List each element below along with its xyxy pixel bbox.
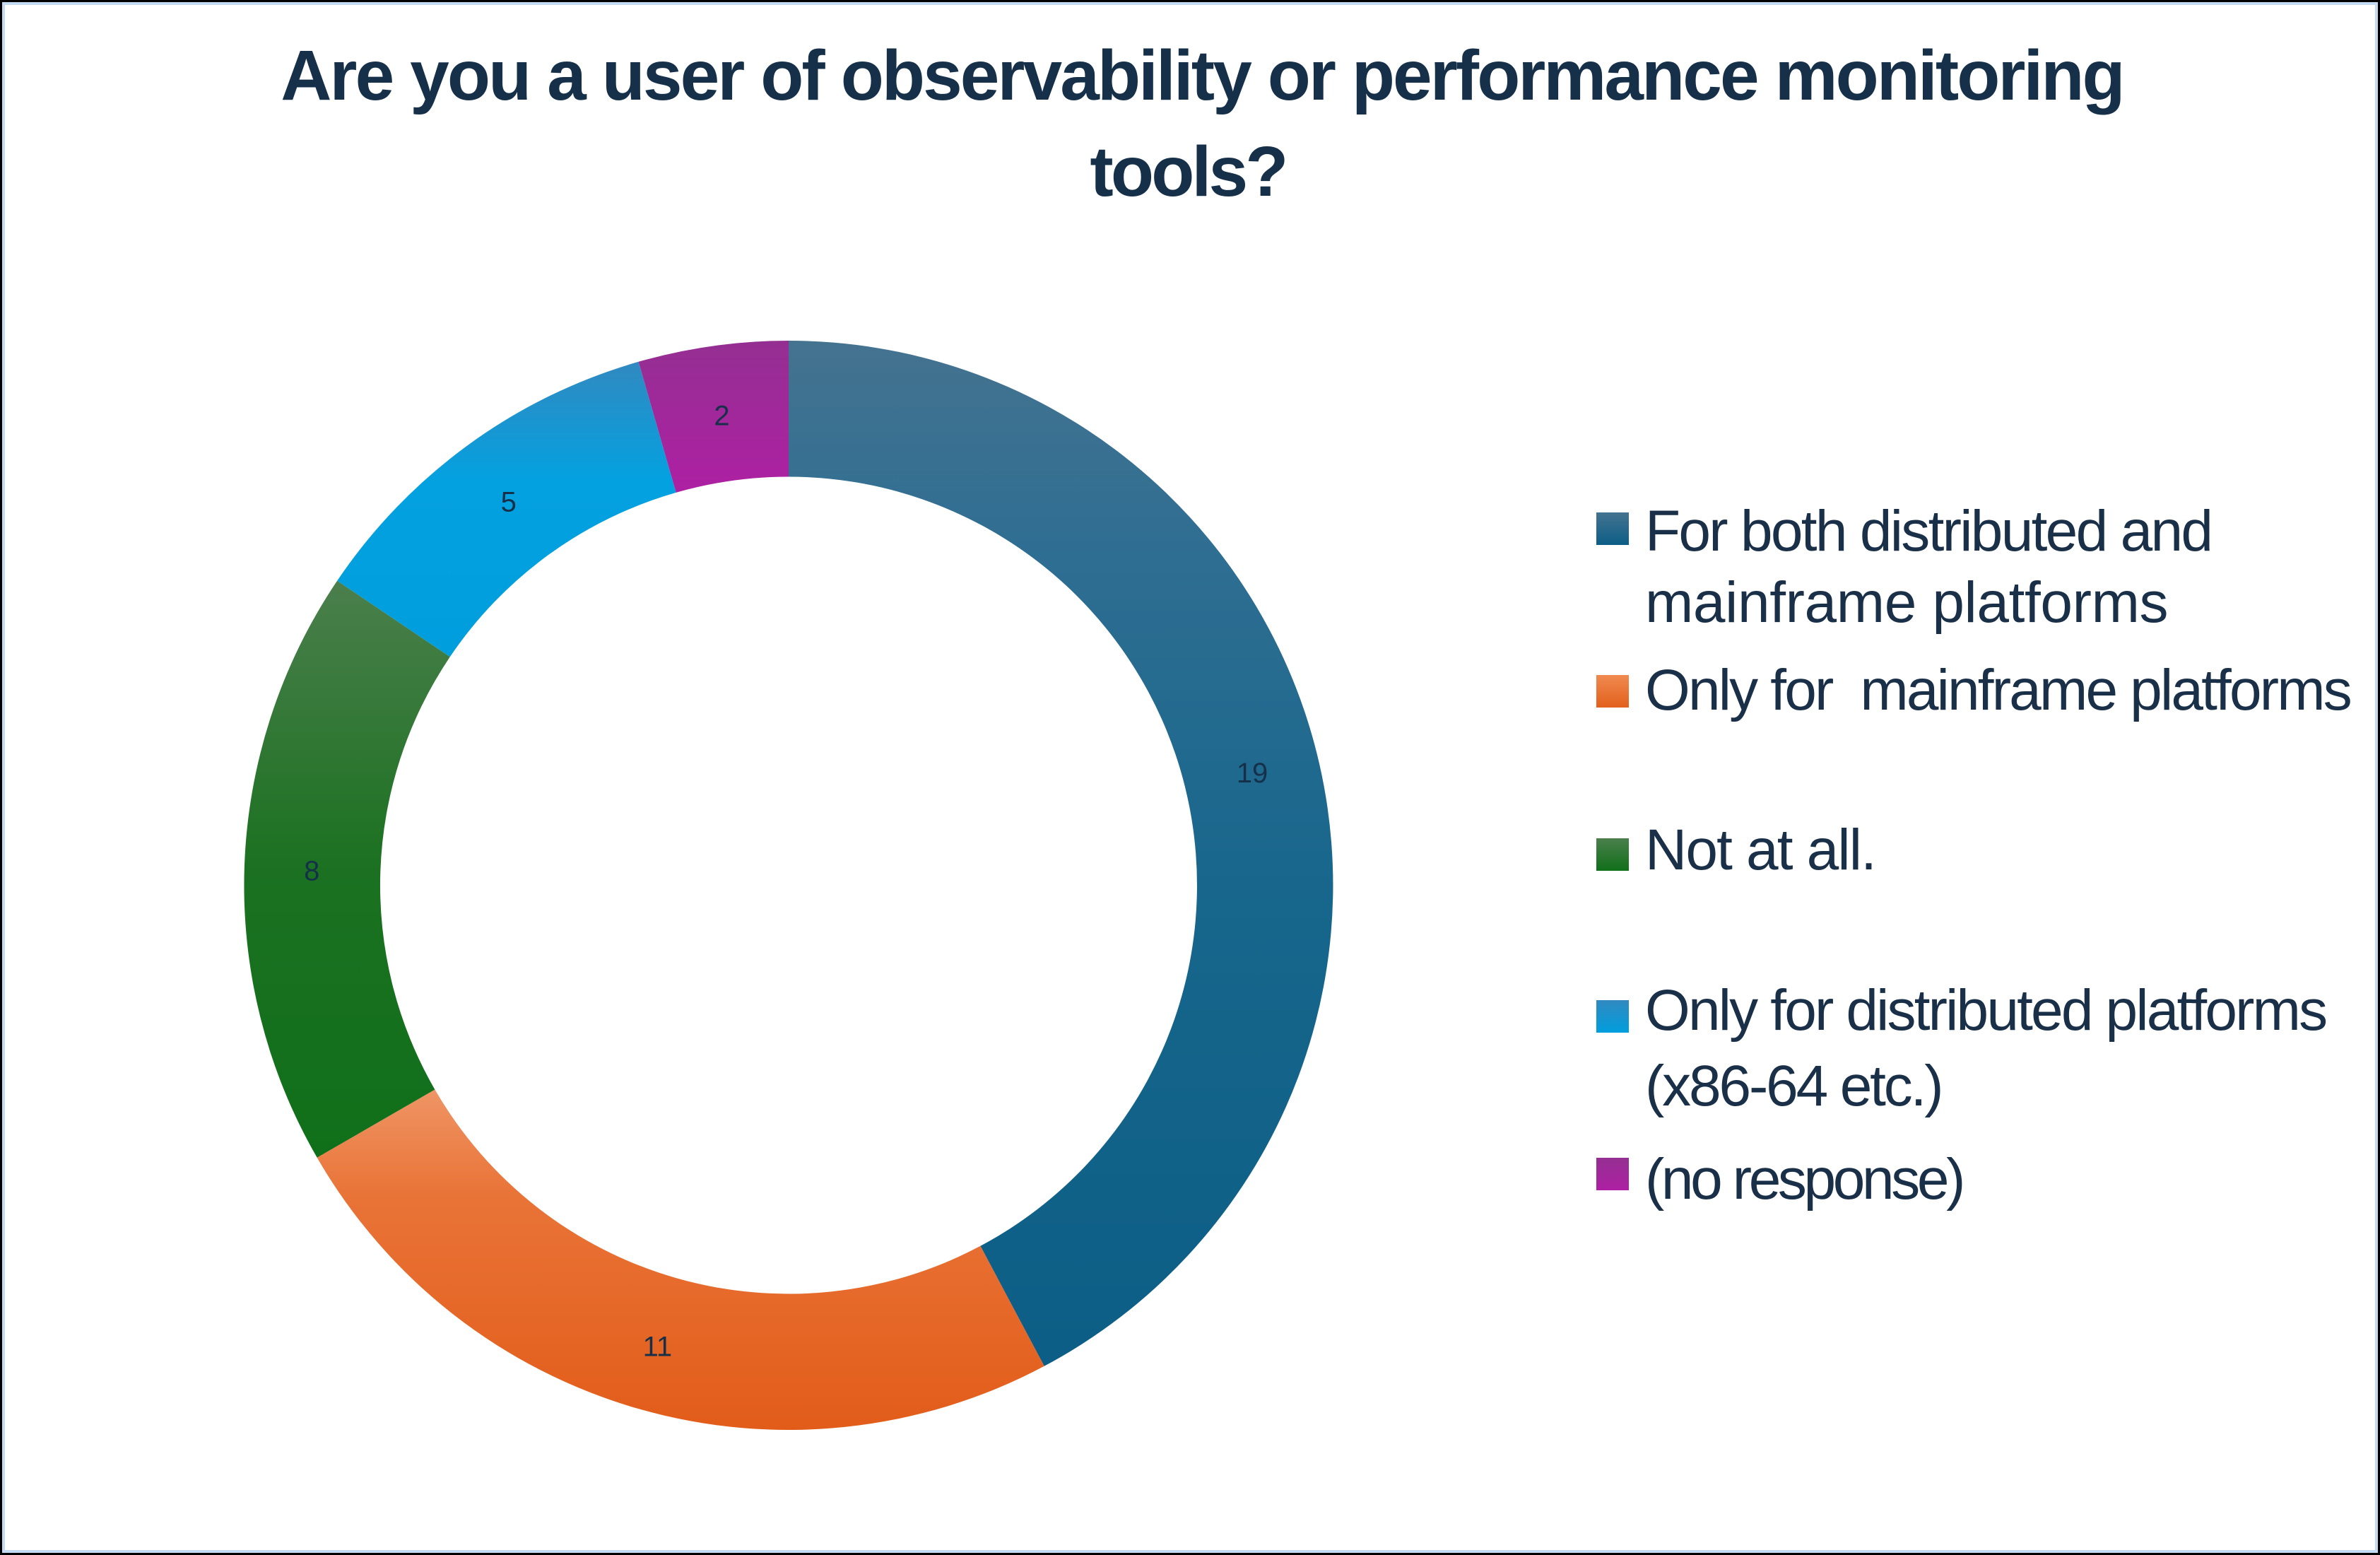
svg-text:19: 19 [1237, 758, 1268, 789]
svg-text:5: 5 [501, 487, 517, 518]
svg-text:8: 8 [304, 856, 319, 887]
svg-text:11: 11 [643, 1332, 673, 1363]
svg-text:2: 2 [714, 401, 729, 432]
